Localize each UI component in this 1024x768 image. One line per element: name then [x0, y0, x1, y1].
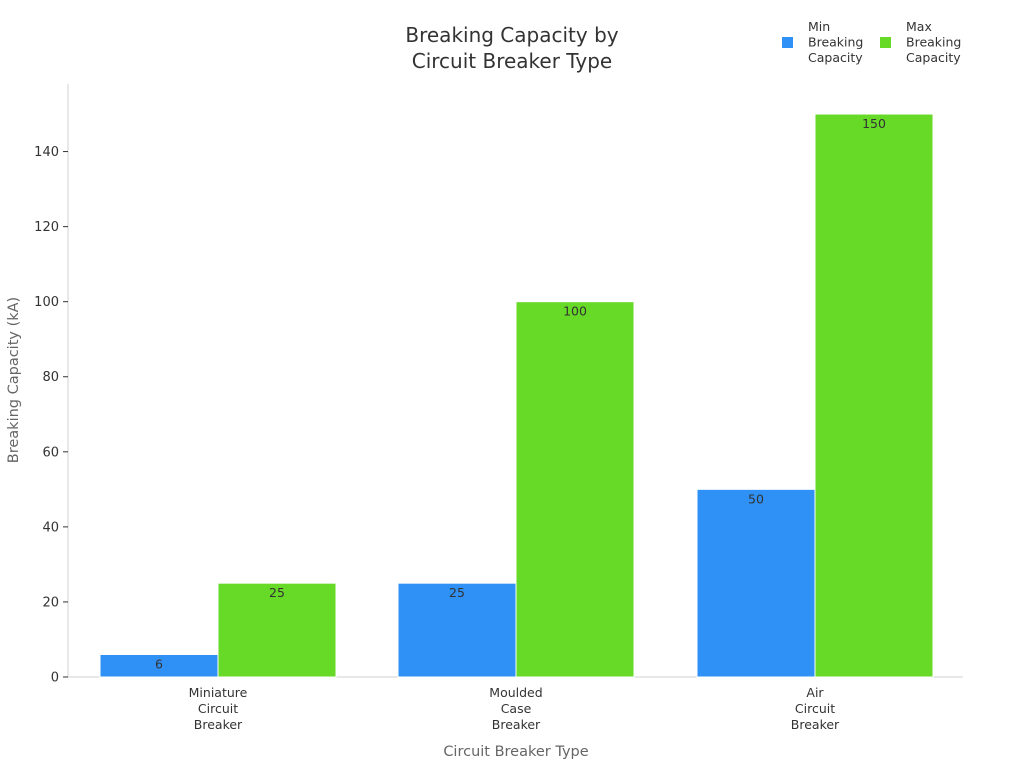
- y-tick-label: 80: [42, 370, 59, 385]
- data-label: 150: [862, 116, 886, 131]
- y-axis-title: Breaking Capacity (kA): [6, 297, 22, 463]
- data-label: 100: [563, 304, 587, 319]
- bar: [217, 582, 337, 678]
- data-labels: 6 25 50 25 100 150: [155, 116, 886, 671]
- y-tick-label: 40: [42, 520, 59, 535]
- x-tick-label: Air: [806, 685, 824, 700]
- x-tick-label: Moulded: [489, 685, 542, 700]
- x-tick-label: Miniature: [189, 685, 248, 700]
- y-tick-label: 0: [51, 671, 59, 686]
- data-label: 25: [269, 585, 285, 600]
- y-tick-label: 20: [42, 595, 59, 610]
- axes: 020406080100120140MiniatureCircuitBreake…: [6, 84, 963, 760]
- bar: [515, 301, 635, 678]
- data-label: 25: [449, 585, 465, 600]
- chart-title-line: Circuit Breaker Type: [412, 49, 613, 73]
- legend-label: Breaking: [808, 35, 863, 50]
- bar: [696, 488, 816, 678]
- x-tick-label: Breaker: [791, 717, 840, 732]
- y-tick-label: 140: [34, 145, 59, 160]
- x-axis-title: Circuit Breaker Type: [443, 744, 588, 760]
- legend-label: Max: [906, 19, 932, 34]
- x-tick-label: Breaker: [194, 717, 243, 732]
- legend-label: Capacity: [906, 50, 961, 65]
- chart-title-line: Breaking Capacity by: [405, 23, 618, 47]
- legend-swatch: [880, 37, 891, 48]
- legend-label: Min: [808, 19, 830, 34]
- x-tick-label: Breaker: [492, 717, 541, 732]
- legend-label: Capacity: [808, 50, 863, 65]
- y-tick-label: 120: [34, 220, 59, 235]
- data-label: 50: [748, 491, 764, 506]
- legend-swatch: [782, 37, 793, 48]
- y-tick-label: 100: [34, 295, 59, 310]
- x-tick-label: Circuit: [198, 701, 238, 716]
- legend-label: Breaking: [906, 35, 961, 50]
- bars: [99, 113, 934, 678]
- data-label: 6: [155, 656, 163, 671]
- bar: [814, 113, 934, 678]
- y-tick-label: 60: [42, 445, 59, 460]
- x-tick-label: Circuit: [795, 701, 835, 716]
- x-tick-label: Case: [501, 701, 532, 716]
